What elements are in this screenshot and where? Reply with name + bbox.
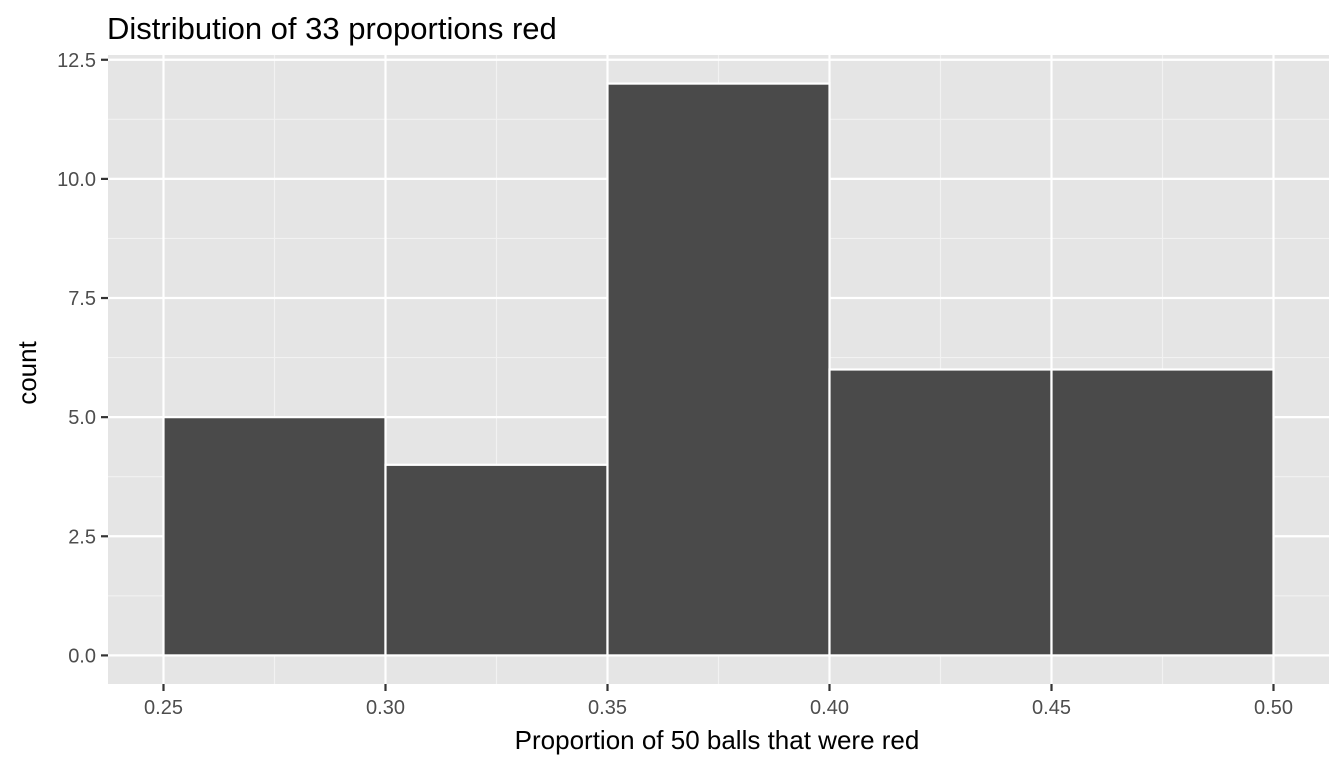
histogram-bars	[162, 82, 1275, 657]
histogram-bar-1	[162, 416, 387, 657]
y-tick-label: 12.5	[57, 50, 96, 72]
histogram-bar-3	[606, 82, 831, 657]
chart-title: Distribution of 33 proportions red	[107, 11, 557, 46]
x-tick-label: 0.25	[144, 697, 183, 719]
y-tick-label: 5.0	[68, 407, 96, 429]
x-axis: 0.25 0.30 0.35 0.40 0.45 0.50	[144, 684, 1293, 719]
y-axis-title: count	[12, 340, 42, 404]
x-axis-title: Proportion of 50 balls that were red	[515, 725, 920, 755]
y-tick-label: 7.5	[68, 288, 96, 310]
x-tick-label: 0.50	[1254, 697, 1293, 719]
y-tick-label: 10.0	[57, 169, 96, 191]
y-axis: 0.0 2.5 5.0 7.5 10.0 12.5	[57, 50, 108, 667]
histogram-bar-5	[1050, 368, 1275, 657]
x-tick-label: 0.40	[810, 697, 849, 719]
x-tick-label: 0.30	[366, 697, 405, 719]
x-tick-label: 0.45	[1032, 697, 1071, 719]
y-tick-label: 2.5	[68, 526, 96, 548]
histogram-bar-4	[828, 368, 1053, 657]
histogram-bar-2	[384, 463, 609, 657]
y-tick-label: 0.0	[68, 645, 96, 667]
x-tick-label: 0.35	[588, 697, 627, 719]
